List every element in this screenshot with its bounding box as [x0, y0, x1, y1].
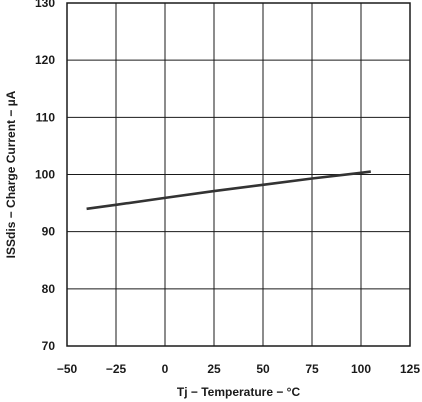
y-tick-label: 130 [35, 0, 55, 10]
x-tick-label: 125 [400, 362, 420, 376]
y-tick-label: 70 [42, 339, 56, 353]
x-tick-label: 0 [162, 362, 169, 376]
y-tick-label: 120 [35, 53, 55, 67]
y-tick-label: 80 [42, 282, 56, 296]
x-tick-label: 50 [256, 362, 270, 376]
x-tick-label: −25 [106, 362, 127, 376]
x-tick-label: 75 [305, 362, 319, 376]
plot-frame [66, 2, 411, 347]
y-tick-label: 90 [42, 225, 56, 239]
x-tick-label: 100 [351, 362, 371, 376]
y-tick-label: 110 [36, 110, 56, 124]
y-axis-label: ISSdis − Charge Current − µA [4, 90, 18, 258]
y-tick-label: 100 [35, 168, 55, 182]
y-tick-labels: 70 80 90 100 110 120 130 [35, 0, 55, 353]
x-tick-label: 25 [207, 362, 221, 376]
series-line [86, 170, 371, 211]
grid-lines [67, 3, 410, 346]
x-tick-label: −50 [57, 362, 78, 376]
series-group [86, 170, 371, 211]
x-axis-label: Tj − Temperature − °C [177, 385, 301, 399]
x-tick-labels: −50 −25 0 25 50 75 100 125 [57, 362, 421, 376]
